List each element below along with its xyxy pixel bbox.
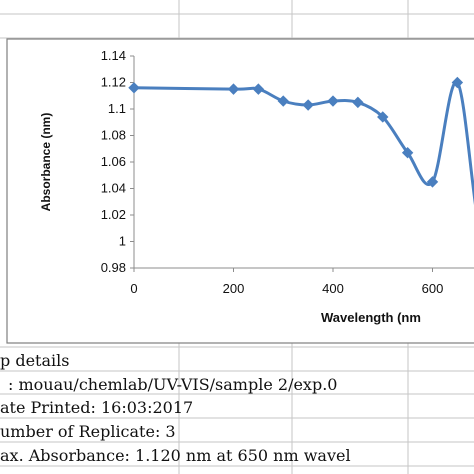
y-tick-label: 0.98	[101, 260, 126, 275]
y-tick-label: 1.02	[101, 207, 126, 222]
info-line-1: p details	[0, 349, 474, 372]
y-tick-label: 1.1	[108, 101, 126, 116]
info-text-1: p details	[0, 351, 70, 370]
y-tick-label: 1.14	[101, 48, 126, 63]
x-axis: 020040060080	[130, 268, 444, 296]
info-line-3: ate Printed: 16:03:2017	[0, 396, 474, 419]
y-tick-label: 1.08	[101, 128, 126, 143]
info-text-4: umber of Replicate: 3	[0, 422, 176, 441]
info-text-2: : mouau/chemlab/UV-VIS/sample 2/exp.0	[8, 375, 338, 394]
data-point	[377, 111, 389, 123]
data-point	[277, 95, 289, 107]
data-point	[128, 82, 140, 94]
info-line-2: : mouau/chemlab/UV-VIS/sample 2/exp.0	[0, 373, 474, 396]
data-point	[451, 76, 464, 89]
x-axis-title: Wavelength (nm	[321, 310, 421, 325]
data-point	[227, 83, 240, 95]
info-line-5: ax. Absorbance: 1.120 nm at 650 nm wavel	[0, 444, 474, 467]
y-tick-label: 1.06	[101, 154, 126, 169]
data-point	[327, 95, 339, 107]
data-point	[302, 99, 314, 111]
chart-area[interactable]	[6, 38, 474, 344]
data-point	[252, 83, 265, 95]
info-line-4: umber of Replicate: 3	[0, 420, 474, 443]
series-group	[128, 76, 474, 205]
y-tick-label: 1.12	[101, 75, 126, 90]
info-text-3: ate Printed: 16:03:2017	[0, 398, 194, 417]
data-point	[426, 176, 439, 188]
data-point	[401, 147, 414, 159]
data-point	[352, 96, 364, 109]
info-text-5: ax. Absorbance: 1.120 nm at 650 nm wavel	[0, 446, 351, 465]
x-tick-label: 600	[422, 281, 444, 296]
y-axis-title: Absorbance (nm)	[39, 113, 53, 212]
x-tick-label: 200	[223, 281, 245, 296]
y-tick-label: 1.04	[101, 181, 126, 196]
x-tick-label: 400	[322, 281, 344, 296]
y-tick-label: 1	[119, 234, 126, 249]
y-axis: 0.98 1 1.02 1.04 1.06 1.08 1.1 1.12 1.14	[101, 48, 134, 275]
x-tick-label: 0	[130, 281, 137, 296]
